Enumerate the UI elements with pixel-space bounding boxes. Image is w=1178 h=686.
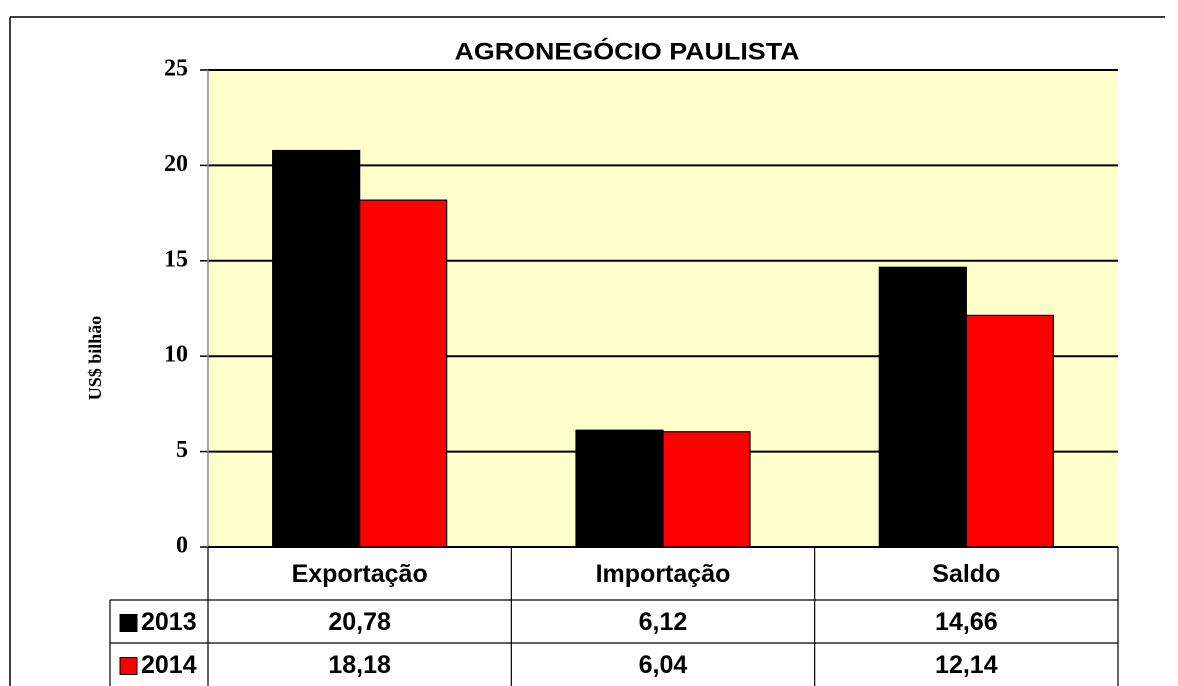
data-label: 18,18 — [328, 651, 391, 679]
x-tick-label: Exportação — [292, 560, 428, 588]
legend-label: 2013 — [141, 608, 197, 636]
y-tick-label: 10 — [164, 342, 188, 368]
data-label: 14,66 — [935, 608, 998, 636]
x-tick-label: Saldo — [932, 560, 1000, 588]
y-axis-label: US$ bilhão — [85, 316, 105, 401]
y-tick-label: 5 — [176, 437, 188, 463]
y-tick-label: 25 — [164, 56, 188, 82]
bar — [575, 429, 664, 548]
y-tick-label: 20 — [164, 151, 188, 177]
bar — [662, 431, 751, 548]
legend-label: 2014 — [141, 651, 197, 679]
bar — [272, 149, 361, 548]
y-tick-label: 0 — [176, 533, 188, 559]
bar — [359, 199, 448, 548]
data-label: 20,78 — [328, 608, 391, 636]
x-tick-label: Importação — [596, 560, 731, 588]
bar — [965, 314, 1054, 548]
data-label: 6,04 — [639, 651, 688, 679]
bar — [878, 266, 967, 548]
chart-title: AGRONEGÓCIO PAULISTA — [455, 37, 800, 65]
y-tick-label: 15 — [164, 246, 188, 272]
data-label: 6,12 — [639, 608, 688, 636]
legend-marker — [119, 657, 138, 675]
legend-marker — [119, 614, 138, 632]
data-label: 12,14 — [935, 651, 998, 679]
